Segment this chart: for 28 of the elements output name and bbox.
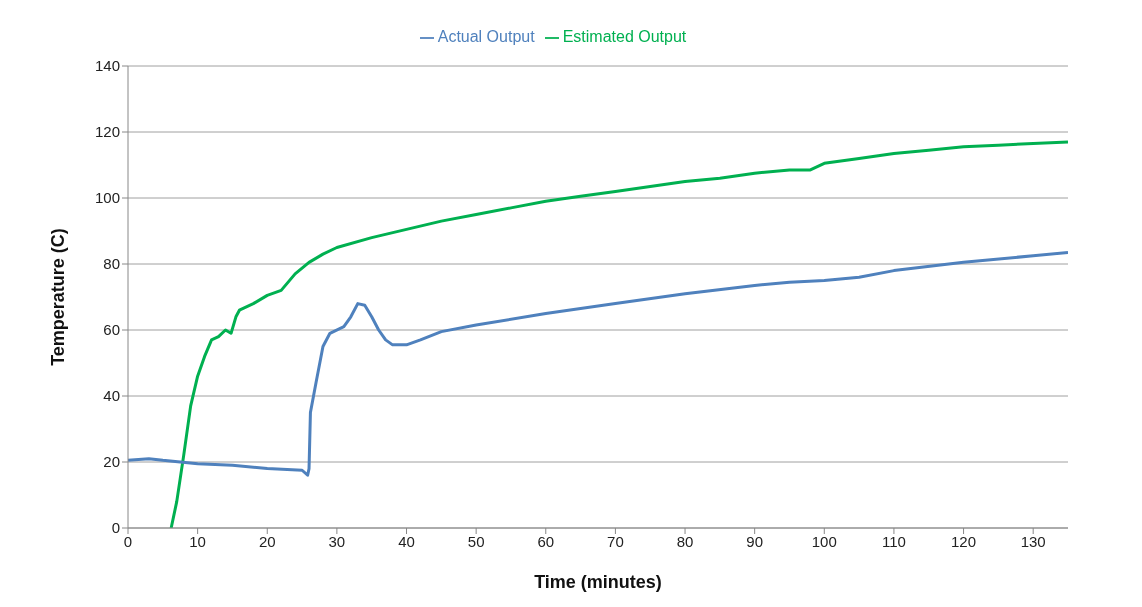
x-tick-label: 30 xyxy=(328,532,346,550)
y-tick-label: 140 xyxy=(94,57,120,75)
line-series xyxy=(169,140,1068,528)
legend-label: Estimated Output xyxy=(562,28,687,45)
y-tick-label: 40 xyxy=(103,387,120,405)
x-tick-label: 0 xyxy=(123,532,133,550)
x-tick-label: 20 xyxy=(258,532,276,550)
x-axis-title: Time (minutes) xyxy=(534,572,662,592)
y-tick-label: 60 xyxy=(103,321,120,339)
x-tick-label: 120 xyxy=(951,532,977,550)
y-tick-label: 0 xyxy=(111,519,120,537)
x-tick-label: 90 xyxy=(746,532,764,550)
y-tick-label: 80 xyxy=(103,255,120,273)
x-tick-label: 100 xyxy=(811,532,837,550)
x-tick-label: 60 xyxy=(537,532,555,550)
y-axis-title: Temperature (C) xyxy=(48,228,69,366)
y-tick-label: 20 xyxy=(103,453,120,471)
legend-label: Actual Output xyxy=(437,28,535,45)
x-tick-label: 50 xyxy=(467,532,485,550)
x-tick-label: 130 xyxy=(1020,532,1046,550)
x-tick-label: 70 xyxy=(607,532,624,550)
y-tick-label: 120 xyxy=(94,123,120,141)
x-tick-label: 110 xyxy=(881,532,906,550)
x-tick-label: 40 xyxy=(398,532,415,550)
line-series xyxy=(128,250,1068,477)
y-tick-label: 100 xyxy=(94,189,120,207)
x-tick-label: 10 xyxy=(189,532,206,550)
x-tick-label: 80 xyxy=(676,532,694,550)
